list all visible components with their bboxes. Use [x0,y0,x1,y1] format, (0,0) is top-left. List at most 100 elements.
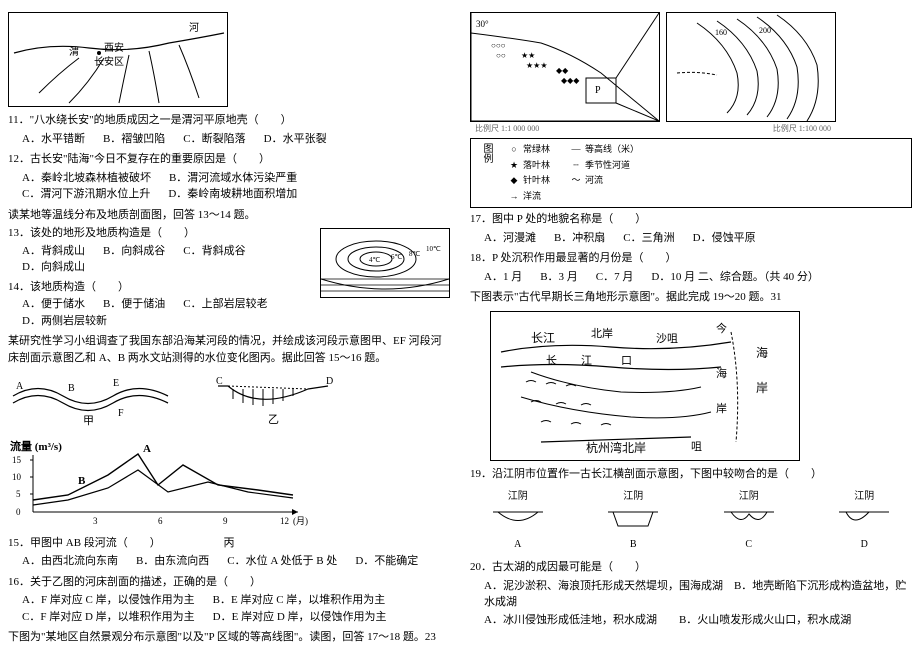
cs-d: 江阴 D [834,489,894,552]
landscape-map: 30° ○○○○○ ★★★★★ ◆◆◆◆◆ P 比例尺 1:1 000 000 [470,12,660,122]
q13-options: A．背斜成山 B．向斜成谷 C．背斜成谷 D．向斜成山 [22,243,310,276]
q17-text: 17．图中 P 处的地貌名称是（ ） [470,211,912,228]
svg-text:C: C [216,376,223,387]
intro-17-18: 下图为"某地区自然景观分布示意图"以及"P 区域的等高线图"。读图，回答 17～… [8,629,450,646]
svg-text:★★: ★★ [521,51,535,60]
q18-opt-c: C．7 月 [596,269,634,286]
q15-opt-d: D．不能确定 [355,553,418,570]
q20-options: A．泥沙淤积、海浪顶托形成天然堤坝，围海成湖 B．地壳断陷下沉形成构造盆地，贮水… [484,577,912,630]
svg-text:长江: 长江 [531,331,555,345]
svg-text:12: 12 [280,516,289,526]
q20-opt-row1: A．泥沙淤积、海浪顶托形成天然堤坝，围海成湖 B．地壳断陷下沉形成构造盆地，贮水… [484,578,912,611]
figure-isotherm: 4℃ 6℃ 8℃ 10℃ [320,228,450,298]
q13-opt-a: A．背斜成山 [22,243,85,260]
legend-item-1: —等高线（米） [570,143,639,157]
q16-opt-d: D．E 岸对应 D 岸，以侵蚀作用为主 [213,609,387,626]
intro-15-16: 某研究性学习小组调查了我国东部沿海某河段的情况，并绘成该河段示意图甲、EF 河段… [8,333,450,366]
legend-item-5: ～河流 [570,174,639,188]
q18-opt-d: D．10 月 二、综合题。（共 40 分） [651,269,818,286]
q12-text: 12．古长安"陆海"今日不复存在的重要原因是（ ） [8,151,450,168]
svg-text:(月): (月) [293,516,308,526]
flow-chart-svg: 流量 (m³/s) 0 5 10 15 3 6 9 12 (月) A B [8,440,308,530]
q16-options: A．F 岸对应 C 岸，以侵蚀作用为主 B．E 岸对应 C 岸，以堆积作用为主 … [22,592,450,625]
svg-text:○○○: ○○○ [491,41,506,50]
svg-text:30°: 30° [476,19,489,29]
q18-options: A．1 月 B．3 月 C．7 月 D．10 月 二、综合题。（共 40 分） [484,269,912,286]
contour-map: 160 200 比例尺 1:100 000 [666,12,836,122]
svg-text:◆◆◆: ◆◆◆ [561,76,580,85]
legend-item-2: ★落叶林 [508,159,550,173]
svg-text:乙: 乙 [268,413,279,426]
svg-text:A: A [16,381,24,392]
left-column: 河 渭 西安 长安区 11．"八水绕长安"的地质成因之一是渭河平原地壳（ ） A… [8,8,450,629]
svg-text:B: B [68,383,75,394]
chart-caption: 丙 [8,535,450,552]
svg-text:咀: 咀 [691,441,702,453]
q15-opt-c: C．水位 A 处低于 B 处 [227,553,337,570]
q17-opt-c: C．三角洲 [623,230,674,247]
svg-text:杭州湾北岸: 杭州湾北岸 [586,440,646,455]
svg-text:沙咀: 沙咀 [656,332,678,345]
svg-text:流量 (m³/s): 流量 (m³/s) [10,440,62,453]
svg-text:A: A [143,443,151,455]
svg-text:F: F [118,408,124,419]
svg-text:海: 海 [756,345,768,360]
cs-b: 江阴 B [603,489,663,552]
svg-text:海: 海 [716,366,727,380]
figure-yangtze-delta: 长江 北岸 沙咀 今 海 岸 长 江 口 海 岸 杭州湾北岸 咀 [490,311,800,461]
q11-opt-c: C．断裂陷落 [183,131,245,148]
q14-opt-c: C．上部岩层较老 [183,296,267,313]
q12-opt-a: A．秦岭北坡森林植被破坏 [22,170,151,187]
q16-opt-c: C．F 岸对应 D 岸，以堆积作用为主 [22,609,195,626]
legend: 图例 ○常绿林 —等高线（米） ★落叶林 ┄季节性河道 ◆针叶林 ～河流 →洋流 [470,138,912,208]
svg-text:◆◆: ◆◆ [556,66,569,75]
q14-opt-d: D．两侧岩层较新 [22,313,107,330]
svg-text:200: 200 [759,26,771,35]
q12-opt-b: B．渭河流域水体污染严重 [169,170,297,187]
q14-opt-b: B．便于储油 [103,296,165,313]
svg-text:10: 10 [12,472,22,482]
svg-text:6℃: 6℃ [391,253,403,261]
label-wei: 渭 [69,46,79,58]
q12-options: A．秦岭北坡森林植被破坏 B．渭河流域水体污染严重 C．渭河下游汛期水位上升 D… [22,170,450,203]
q17-opt-a: A．河漫滩 [484,230,536,247]
svg-text:0: 0 [16,507,21,517]
q14-options: A．便于储水 B．便于储油 C．上部岩层较老 D．两侧岩层较新 [22,296,310,329]
legend-item-6: →洋流 [508,190,550,204]
q17-options: A．河漫滩 B．冲积扇 C．三角洲 D．侵蚀平原 [484,230,912,247]
svg-text:6: 6 [158,516,163,526]
svg-text:8℃: 8℃ [409,250,421,258]
q20-text: 20．古太湖的成因最可能是（ ） [470,559,912,576]
isotherm-svg: 4℃ 6℃ 8℃ 10℃ [321,229,449,297]
q15-opt-b: B．由东流向西 [136,553,209,570]
svg-text:今: 今 [716,321,727,335]
figure-map-weihe: 河 渭 西安 长安区 [8,12,228,107]
figure-landscape: 30° ○○○○○ ★★★★★ ◆◆◆◆◆ P 比例尺 1:1 000 000 [470,8,912,126]
cs-c: 江阴 C [719,489,779,552]
q11-options: A．水平错断 B．褶皱凹陷 C．断裂陷落 D．水平张裂 [22,131,450,148]
scale-left: 比例尺 1:1 000 000 [475,123,539,135]
svg-text:160: 160 [715,28,727,37]
cross-section-view: C D 乙 [208,371,338,432]
q11-opt-b: B．褶皱凹陷 [103,131,165,148]
svg-text:★★★: ★★★ [526,61,548,70]
q18-text: 18．P 处沉积作用最显著的月份是（ ） [470,250,912,267]
svg-text:北岸: 北岸 [591,327,613,340]
svg-text:B: B [78,475,86,487]
q15-options: A．由西北流向东南 B．由东流向西 C．水位 A 处低于 B 处 D．不能确定 [22,553,450,570]
cs-a: 江阴 A [488,489,548,552]
q11-text: 11．"八水绕长安"的地质成因之一是渭河平原地壳（ ） [8,112,450,129]
svg-text:岸: 岸 [756,381,768,395]
svg-text:15: 15 [12,455,22,465]
svg-text:口: 口 [621,355,632,367]
svg-text:9: 9 [223,516,228,526]
plan-view: A B E F 甲 [8,371,178,432]
svg-text:岸: 岸 [716,402,727,415]
q13-opt-b: B．向斜成谷 [103,243,165,260]
q13-opt-d: D．向斜成山 [22,259,85,276]
svg-text:4℃: 4℃ [369,256,381,264]
q13-text: 13．该处的地形及地质构造是（ ） [8,225,310,242]
q11-opt-d: D．水平张裂 [264,131,327,148]
legend-title: 图例 [479,143,494,203]
svg-text:10℃: 10℃ [426,245,441,253]
